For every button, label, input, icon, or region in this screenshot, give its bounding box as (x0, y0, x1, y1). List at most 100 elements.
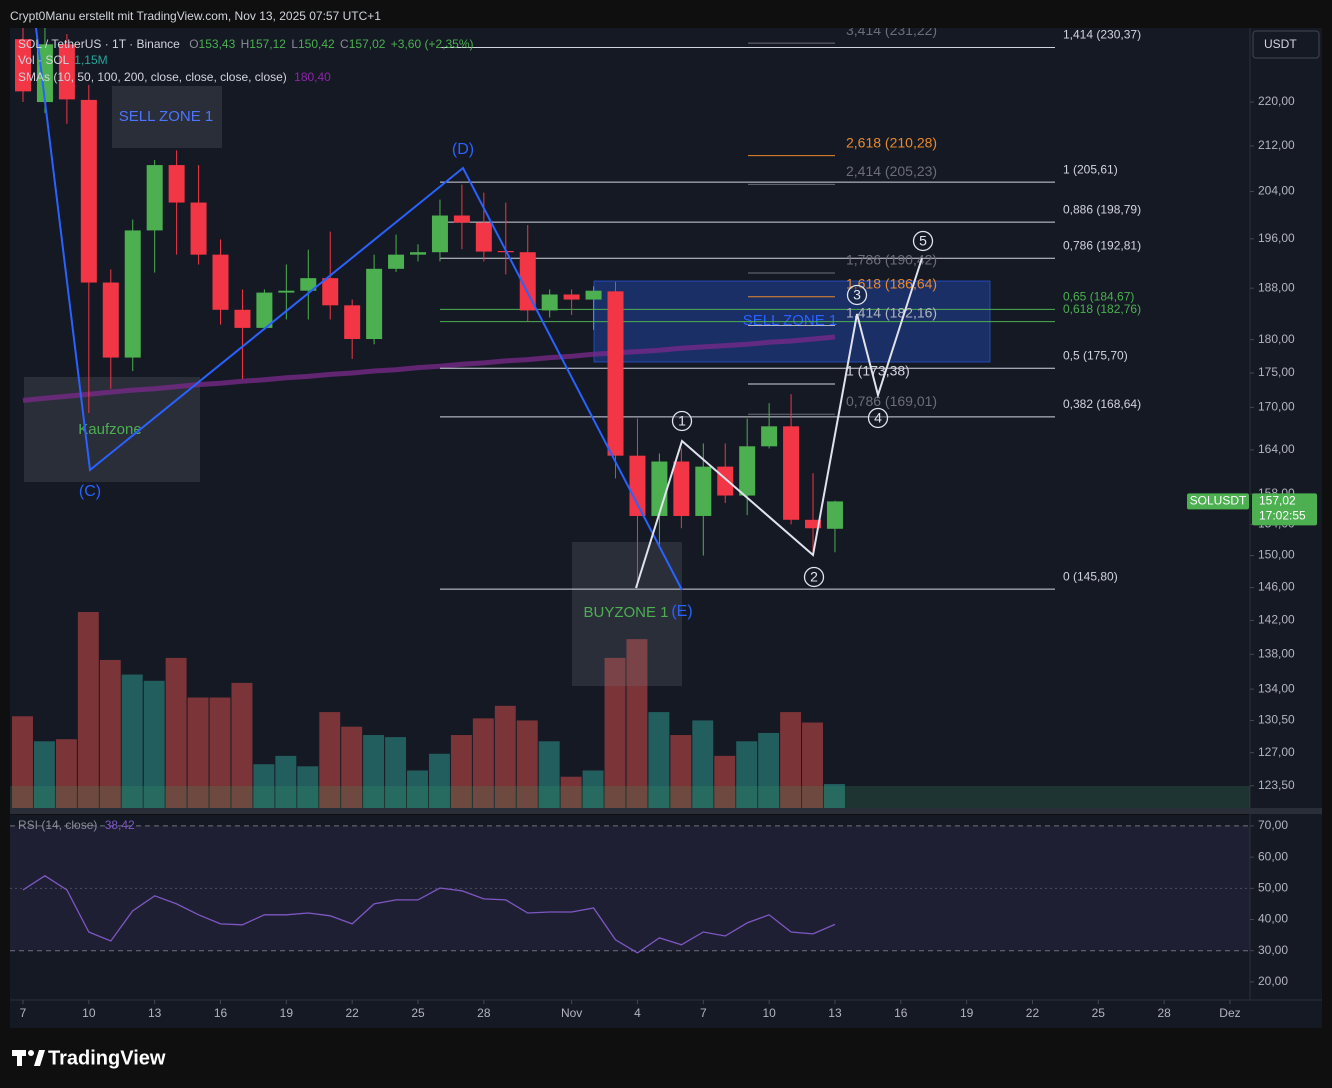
y-tick-label: 220,00 (1258, 94, 1295, 108)
legend-symbol: SOL / TetherUS · 1T · Binance O153,43 H1… (18, 37, 474, 51)
y-tick-label: 138,00 (1258, 646, 1295, 660)
ohlc-value: 157,02 (349, 37, 386, 51)
impulse-label: 2 (810, 569, 818, 585)
volume-bar (648, 712, 670, 808)
fib-label: 0,786 (192,81) (1063, 238, 1141, 252)
volume-bar (604, 657, 626, 808)
impulse-circle (912, 230, 934, 252)
y-tick-label: 150,00 (1258, 548, 1295, 562)
fib-ext-label: 1 (173,38) (846, 363, 910, 379)
candle-body (124, 230, 141, 358)
brand: TradingView (48, 1047, 166, 1069)
candle-body (146, 165, 163, 231)
currency[interactable]: USDT (1264, 37, 1297, 51)
volume-bar (670, 735, 692, 808)
candle-body (278, 290, 295, 293)
volume-bar (582, 770, 604, 808)
ticker-label: SOLUSDT (1190, 494, 1247, 508)
volume-bar (99, 659, 121, 808)
candle-body (388, 254, 405, 269)
x-tick-label: Nov (561, 1006, 582, 1020)
volume-bar (55, 739, 77, 808)
zone-label: SELL ZONE 1 (119, 108, 213, 125)
fib-label: 0 (145,80) (1063, 569, 1118, 583)
volume-bar (472, 718, 494, 808)
zone-label: SELL ZONE 1 (743, 312, 837, 329)
volume-bar (231, 682, 253, 808)
ohlc-value: 150,42 (298, 37, 335, 51)
y-tick-label: 196,00 (1258, 231, 1295, 245)
volume-bar (297, 766, 319, 808)
y-tick-label: 164,00 (1258, 442, 1295, 456)
price-plot: SELL ZONE 1 Kaufzone BUYZONE 1 SELL ZONE 1 1… (10, 28, 1250, 808)
candle-body (826, 501, 843, 529)
x-tick-label: 4 (634, 1006, 641, 1020)
candle-body (212, 254, 229, 310)
sma-name: SMAs (10, 50, 100, 200, close, close, cl… (18, 70, 287, 84)
volume-bar (802, 722, 823, 808)
volume-bar (12, 716, 33, 808)
volume-bar (33, 741, 55, 808)
volume-bar (77, 612, 99, 808)
candle-body (366, 268, 383, 340)
rsi-pane (10, 815, 1250, 1000)
volume-bar (341, 726, 363, 808)
x-tick-label: 7 (20, 1006, 27, 1020)
candle-body (58, 44, 75, 100)
candle-body (80, 99, 97, 283)
rsi-tick-label: 20,00 (1258, 974, 1288, 988)
impulse-label: 4 (874, 410, 882, 426)
y-tick-label: 142,00 (1258, 613, 1295, 627)
fib-ext-label: 2,618 (210,28) (846, 134, 937, 150)
candle-body (783, 426, 800, 520)
impulse-circle (846, 284, 868, 306)
candle-body (475, 222, 492, 252)
volume-name: Vol · SOL (18, 53, 70, 67)
countdown: 17:02:55 (1259, 509, 1306, 523)
candle-body (695, 466, 712, 516)
fib-label: 0,65 (184,67) (1063, 290, 1134, 304)
volume-bar (780, 712, 802, 808)
candle-body (234, 309, 251, 328)
y-tick-label: 175,00 (1258, 365, 1295, 379)
candle-body (585, 290, 602, 300)
y-tick-label: 130,50 (1258, 713, 1295, 727)
volume-bar (714, 755, 736, 808)
zone-box (572, 542, 682, 686)
currency-box[interactable] (1252, 30, 1320, 59)
volume-bar (407, 770, 428, 808)
legend-rsi: RSI (14, close) 38,42 (18, 818, 135, 832)
ticker-tag (1187, 493, 1249, 510)
x-tick-label: 10 (82, 1006, 96, 1020)
ohlc-key: O (189, 37, 198, 51)
volume-bar (121, 674, 143, 808)
wave-label: (C) (79, 483, 101, 500)
x-tick-label: 28 (1157, 1006, 1171, 1020)
x-tick-label: 19 (960, 1006, 974, 1020)
volume-bar (823, 784, 845, 808)
volume-bar (758, 732, 780, 808)
rsi-plot (10, 825, 1250, 954)
impulse-circle (803, 566, 825, 588)
y-tick-label: 188,00 (1258, 280, 1295, 294)
impulse-label: 5 (919, 233, 927, 249)
x-tick-label: 7 (700, 1006, 707, 1020)
volume-bar (428, 753, 450, 808)
fib-ext-label: 0,786 (169,01) (846, 393, 937, 409)
volume-bar (385, 737, 407, 808)
y-tick-label: 212,00 (1258, 138, 1295, 152)
attribution: Crypt0Manu erstellt mit TradingView.com,… (10, 9, 381, 23)
candle-body (761, 426, 778, 447)
fib-ext-label: 1,786 (190,42) (846, 252, 937, 268)
candle-body (36, 44, 53, 103)
zone-box (112, 86, 222, 148)
volume-band (10, 786, 1250, 808)
candle-body (651, 461, 668, 516)
fib-label: 1 (205,61) (1063, 162, 1118, 176)
candle-body (256, 292, 273, 328)
impulse-circle (671, 410, 693, 432)
candle-body (322, 278, 339, 306)
ohlc-key: H (241, 37, 250, 51)
impulse-circle (867, 407, 889, 429)
